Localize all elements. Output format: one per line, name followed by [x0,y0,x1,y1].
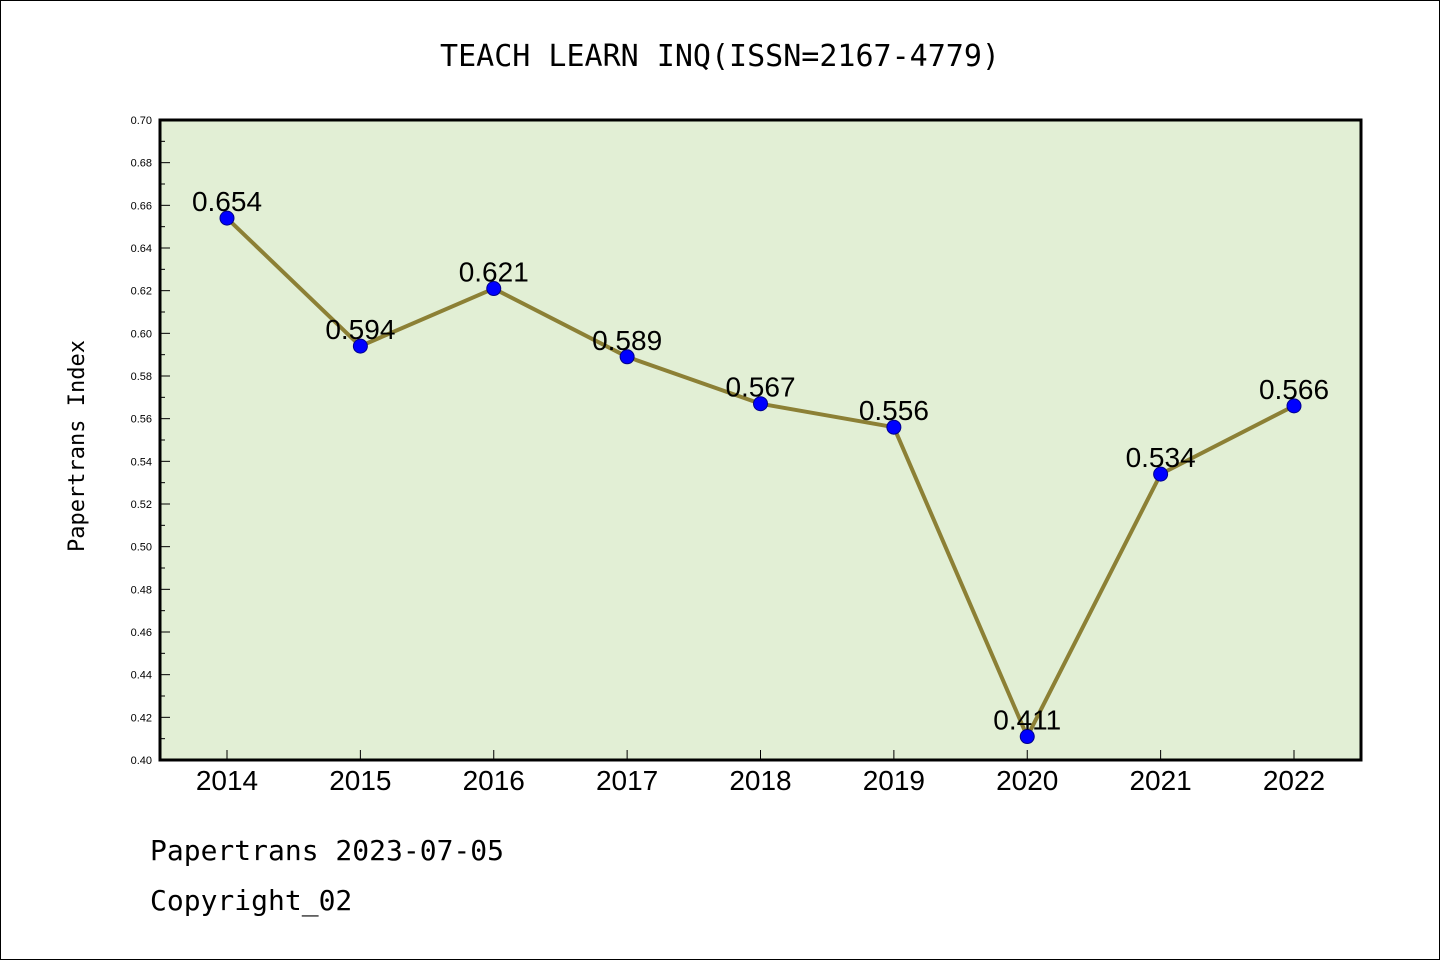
y-tick-label: 0.68 [131,158,152,170]
data-point [1019,729,1035,745]
y-tick-label: 0.46 [131,627,152,639]
y-tick-label: 0.50 [131,542,152,554]
plot-border [158,118,1363,762]
plot-area [160,120,1361,760]
y-tick-label: 0.60 [131,328,152,340]
x-tick-label: 2022 [1263,765,1325,796]
y-tick-label: 0.40 [131,755,152,767]
data-point [619,349,635,365]
x-tick-label: 2021 [1129,765,1191,796]
data-labels: 0.654 0.594 0.621 0.589 0.567 0.556 0.411 0.534… [192,186,1329,735]
data-label: 0.567 [725,372,795,403]
data-label: 0.654 [192,186,262,217]
footer-copyright: Copyright_02 [150,884,353,917]
x-tick-label: 2014 [196,765,258,796]
y-tick-label: 0.48 [131,584,152,596]
x-axis-ticks: 2014 2015 2016 2017 2018 2019 2020 2021 2022 [196,750,1325,796]
data-label: 0.556 [859,395,929,426]
x-tick-label: 2016 [463,765,525,796]
data-point [486,281,502,297]
series-group [219,210,1302,745]
data-point [886,419,902,435]
footer-date: Papertrans 2023-07-05 [150,834,505,867]
y-tick-label: 0.66 [131,200,152,212]
y-tick-label: 0.44 [131,670,152,682]
data-label: 0.621 [459,257,529,288]
y-tick-label: 0.42 [131,712,152,724]
data-point [352,338,368,354]
data-point [1286,398,1302,414]
data-label: 0.411 [993,705,1061,736]
x-tick-label: 2015 [329,765,391,796]
data-point [1153,466,1169,482]
x-tick-label: 2020 [996,765,1058,796]
data-point [753,396,768,412]
y-tick-label: 0.54 [131,456,152,468]
y-axis-label: Papertrans Index [65,340,90,552]
y-tick-label: 0.52 [131,499,152,511]
data-label: 0.589 [592,325,662,356]
data-point [219,210,235,226]
data-label: 0.566 [1259,374,1329,405]
y-tick-label: 0.64 [131,243,152,255]
x-tick-label: 2018 [729,765,791,796]
y-tick-label: 0.56 [131,414,152,426]
y-tick-label: 0.62 [131,286,152,298]
chart-title: TEACH LEARN INQ(ISSN=2167-4779) [440,39,1000,74]
y-tick-label: 0.58 [131,371,152,383]
data-label: 0.534 [1126,442,1196,473]
y-tick-label: 0.70 [131,115,152,127]
data-label: 0.594 [325,314,395,345]
y-axis-ticks: 0.40 0.42 0.44 0.46 0.48 0.50 0.52 0.54 0.56 0.58… [131,115,170,767]
x-tick-label: 2019 [863,765,925,796]
x-tick-label: 2017 [596,765,658,796]
